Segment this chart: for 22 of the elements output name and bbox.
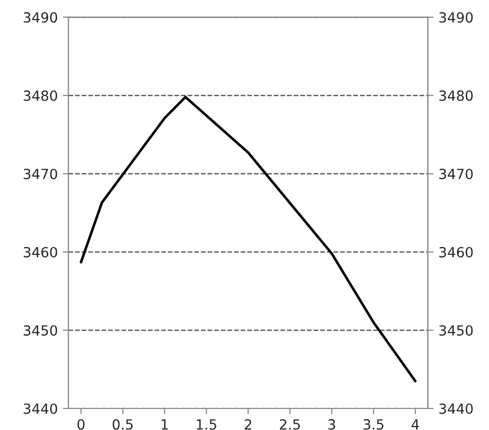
x-tick-label: 0 <box>77 419 84 430</box>
x-tick-label: 1 <box>162 419 168 430</box>
y-tick-label: 3440 <box>24 403 58 414</box>
y-tick-label: 3480 <box>24 90 58 101</box>
x-tick-label: 2.5 <box>280 419 300 430</box>
y-tick-label: 3470 <box>24 168 58 180</box>
x-tick-label: 3.5 <box>364 419 384 430</box>
y2-tick-label: 3450 <box>439 325 473 336</box>
y2-tick-label: 3460 <box>439 246 473 258</box>
x-tick-label: 3 <box>328 419 336 430</box>
y2-tick-label: 3490 <box>439 12 473 23</box>
x-tick-label: 1.5 <box>196 419 216 430</box>
y2-tick-label: 3480 <box>439 90 473 101</box>
line-series <box>80 96 417 382</box>
y-tick-label: 3450 <box>24 325 58 336</box>
x-tick-label: 2 <box>244 419 252 430</box>
x-tick-label: 4 <box>412 419 419 430</box>
y-tick-label: 3490 <box>24 12 58 23</box>
y2-tick-label: 3470 <box>439 168 473 180</box>
y-tick-label: 3460 <box>24 246 58 258</box>
x-tick-label: 0.5 <box>112 419 133 430</box>
y2-tick-label: 3440 <box>439 403 473 414</box>
